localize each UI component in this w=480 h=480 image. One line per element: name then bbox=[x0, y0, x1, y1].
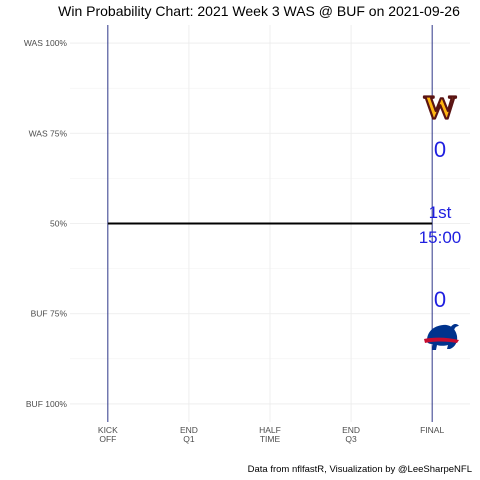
game-quarter: 1st bbox=[429, 203, 452, 222]
chart-title: Win Probability Chart: 2021 Week 3 WAS @… bbox=[58, 3, 460, 19]
x-tick-label-line2: Q1 bbox=[183, 434, 195, 444]
home-score: 0 bbox=[434, 287, 446, 312]
x-tick-label: KICK bbox=[98, 425, 118, 435]
x-tick-label-line2: OFF bbox=[99, 434, 116, 444]
y-tick-label: 50% bbox=[50, 219, 67, 229]
x-tick-label: END bbox=[342, 425, 360, 435]
y-tick-label: WAS 100% bbox=[24, 38, 68, 48]
x-tick-label: FINAL bbox=[420, 425, 444, 435]
was-logo-icon: W bbox=[422, 89, 457, 127]
buf-bison-body bbox=[427, 324, 458, 350]
was-logo-letter: W bbox=[424, 90, 457, 126]
y-tick-label: BUF 75% bbox=[31, 309, 68, 319]
buf-bison-stripe bbox=[424, 337, 459, 343]
y-axis-ticks: WAS 100% WAS 75% 50% BUF 75% BUF 100% bbox=[24, 38, 68, 409]
game-clock: 15:00 bbox=[419, 228, 462, 247]
buf-logo-icon bbox=[424, 323, 459, 350]
buf-bison-horn bbox=[450, 323, 459, 330]
x-tick-label: END bbox=[180, 425, 198, 435]
x-tick-label: HALF bbox=[259, 425, 281, 435]
away-score: 0 bbox=[434, 137, 446, 162]
x-tick-label-line2: Q3 bbox=[345, 434, 357, 444]
x-tick-label-line2: TIME bbox=[260, 434, 281, 444]
chart-caption: Data from nflfastR, Visualization by @Le… bbox=[248, 464, 472, 475]
y-tick-label: BUF 100% bbox=[26, 399, 68, 409]
y-tick-label: WAS 75% bbox=[29, 128, 68, 138]
